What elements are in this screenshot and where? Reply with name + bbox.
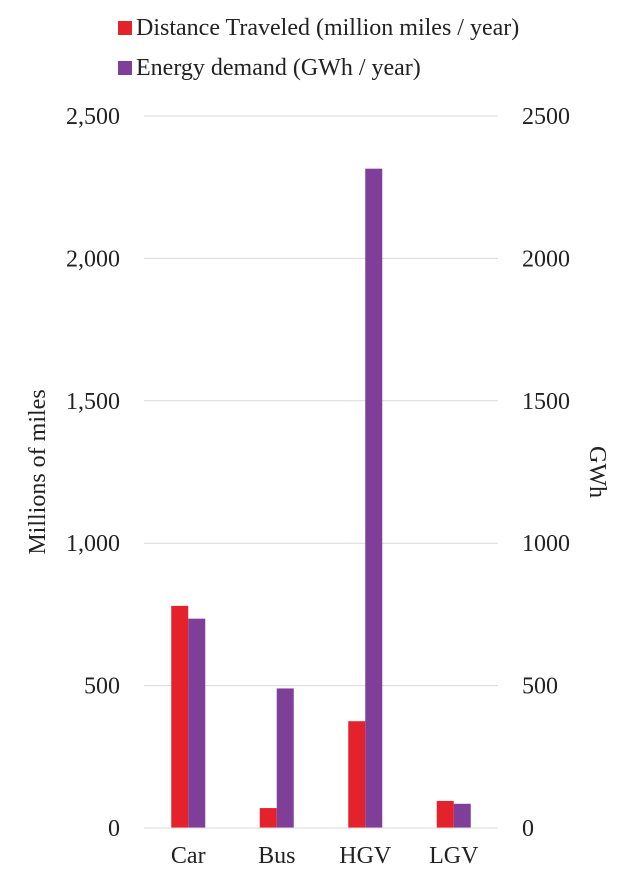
right-tick-label: 1500 — [522, 389, 570, 415]
legend: Distance Traveled (million miles / year)… — [118, 8, 519, 88]
legend-item-distance: Distance Traveled (million miles / year) — [118, 8, 519, 48]
right-tick-label: 2000 — [522, 246, 570, 272]
left-tick-label: 2,500 — [66, 104, 120, 130]
bar-distance-bus — [259, 808, 277, 828]
legend-item-energy: Energy demand (GWh / year) — [118, 48, 519, 88]
right-tick-label: 2500 — [522, 104, 570, 130]
left-axis: 0 500 1,000 1,500 2,000 2,500 — [66, 104, 120, 842]
bar-energy-car — [188, 618, 206, 828]
right-axis-title: GWh — [584, 446, 610, 498]
right-tick-label: 500 — [522, 674, 558, 700]
left-tick-label: 2,000 — [66, 246, 120, 272]
x-tick-label: Car — [171, 843, 206, 869]
left-tick-label: 1,000 — [66, 531, 120, 557]
legend-label-distance: Distance Traveled (million miles / year) — [136, 15, 520, 41]
x-tick-label: LGV — [429, 843, 479, 869]
bar-energy-hgv — [365, 168, 383, 829]
x-tick-label: HGV — [339, 843, 392, 869]
x-axis: Car Bus HGV LGV — [144, 827, 498, 869]
left-tick-label: 1,500 — [66, 389, 120, 415]
bar-energy-bus — [276, 688, 294, 828]
right-tick-label: 0 — [522, 816, 534, 842]
legend-swatch-energy — [118, 61, 132, 75]
right-tick-label: 1000 — [522, 531, 570, 557]
right-axis: 0 500 1000 1500 2000 2500 — [522, 104, 570, 842]
bar-distance-car — [171, 605, 189, 828]
left-tick-label: 0 — [108, 816, 120, 842]
left-tick-label: 500 — [84, 674, 120, 700]
bar-distance-lgv — [436, 800, 454, 828]
legend-label-energy: Energy demand (GWh / year) — [136, 55, 421, 81]
legend-swatch-distance — [118, 21, 132, 35]
bar-energy-lgv — [453, 803, 471, 828]
bar-distance-hgv — [348, 721, 366, 828]
bars — [171, 168, 471, 829]
left-axis-title: Millions of miles — [25, 389, 51, 554]
x-tick-label: Bus — [258, 843, 295, 869]
